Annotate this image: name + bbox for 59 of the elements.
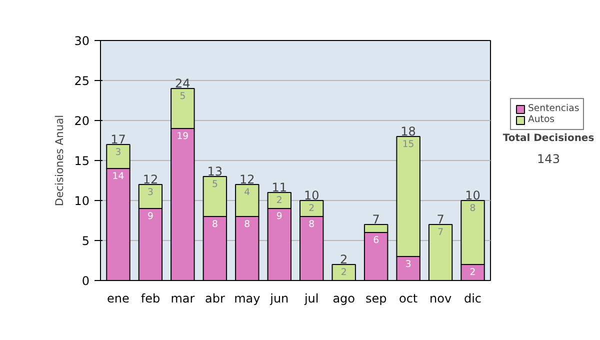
legend-label: Sentencias — [528, 103, 580, 114]
data-label: 5 — [212, 179, 218, 190]
x-tick-label: jul — [303, 292, 319, 306]
total-label: 18 — [400, 124, 416, 138]
data-label: 3 — [115, 147, 122, 158]
data-label: 6 — [373, 235, 380, 246]
y-tick-label: 15 — [74, 154, 90, 168]
x-tick-label: dic — [464, 292, 482, 306]
data-label: 2 — [276, 195, 282, 206]
data-label: 7 — [438, 227, 444, 238]
y-tick-label: 0 — [82, 274, 90, 288]
x-tick-label: mar — [170, 292, 195, 306]
data-label: 2 — [470, 267, 476, 278]
y-tick-label: 20 — [74, 114, 90, 128]
total-label: 2 — [340, 252, 348, 266]
data-label: 14 — [112, 171, 124, 182]
total-label: 11 — [272, 180, 288, 194]
data-label: 15 — [402, 139, 414, 150]
bar — [428, 224, 453, 280]
x-tick-label: jun — [269, 292, 289, 306]
text: 143 — [537, 152, 560, 166]
total-label: 12 — [142, 172, 158, 186]
x-tick-label: may — [234, 292, 260, 306]
total-label: 7 — [372, 212, 380, 226]
x-tick-label: ene — [107, 292, 130, 306]
total-label: 7 — [436, 212, 444, 226]
x-tick-label: ago — [332, 292, 356, 306]
total-label: 12 — [240, 172, 255, 186]
x-tick-label: oct — [398, 292, 418, 306]
data-label: 2 — [308, 203, 315, 214]
text: Total Decisiones — [502, 133, 594, 144]
data-label: 8 — [470, 203, 476, 214]
x-tick-label: nov — [430, 292, 452, 306]
total-label: 17 — [110, 132, 126, 146]
data-label: 9 — [276, 211, 282, 222]
total-label: 24 — [175, 76, 190, 90]
data-label: 3 — [405, 259, 412, 270]
y-axis-title: Decisiones Anual — [53, 114, 66, 206]
y-tick-label: 5 — [82, 234, 90, 248]
data-label: 2 — [340, 267, 347, 278]
bar — [332, 264, 356, 280]
x-tick-label: abr — [204, 292, 225, 306]
x-tick-label: feb — [140, 292, 160, 306]
total-label: 13 — [207, 164, 223, 178]
x-tick-label: sep — [365, 292, 387, 306]
total-label: 10 — [465, 188, 480, 202]
data-label: 9 — [147, 211, 154, 222]
data-label: 4 — [244, 187, 250, 198]
data-label: 8 — [308, 219, 315, 230]
y-tick-label: 10 — [74, 194, 90, 208]
data-label: 8 — [212, 219, 218, 230]
y-tick-label: 25 — [74, 74, 90, 88]
legend-label: Autos — [528, 114, 555, 125]
data-label: 8 — [244, 219, 250, 230]
data-label: 19 — [176, 131, 189, 142]
y-tick-label: 30 — [74, 34, 90, 48]
total-label: 10 — [304, 188, 320, 202]
data-label: 3 — [147, 187, 154, 198]
data-label: 5 — [180, 91, 186, 102]
